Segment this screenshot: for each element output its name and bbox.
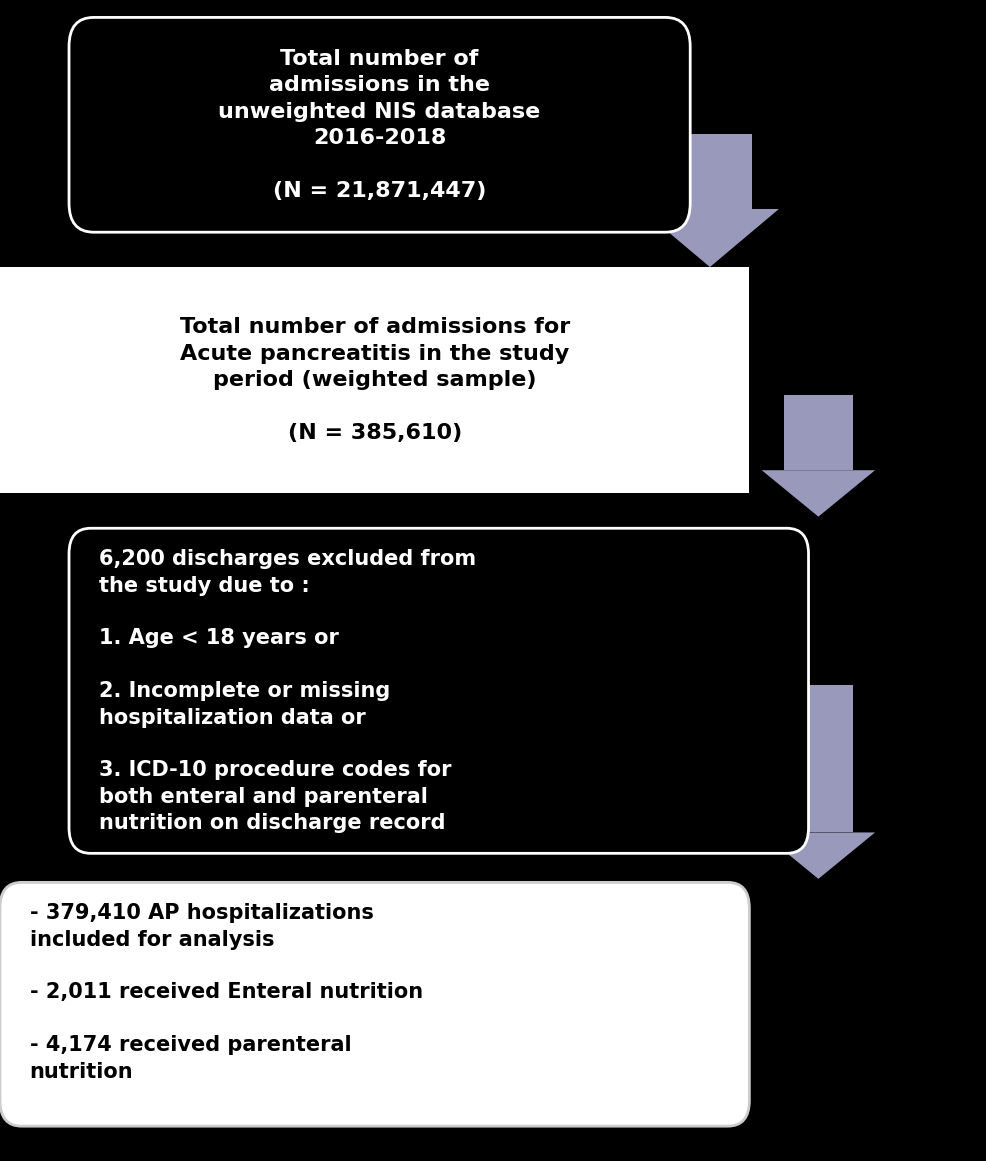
Text: Total number of admissions for
Acute pancreatitis in the study
period (weighted : Total number of admissions for Acute pan…: [179, 317, 570, 444]
Bar: [784, 685, 853, 832]
Bar: [784, 395, 853, 470]
Text: 6,200 discharges excluded from
the study due to :

1. Age < 18 years or

2. Inco: 6,200 discharges excluded from the study…: [99, 549, 475, 834]
Polygon shape: [641, 209, 779, 267]
Bar: [669, 134, 751, 209]
FancyBboxPatch shape: [0, 882, 749, 1126]
Text: Total number of
admissions in the
unweighted NIS database
2016-2018

(N = 21,871: Total number of admissions in the unweig…: [219, 49, 540, 201]
FancyBboxPatch shape: [69, 528, 809, 853]
Text: - 379,410 AP hospitalizations
included for analysis

- 2,011 received Enteral nu: - 379,410 AP hospitalizations included f…: [30, 903, 423, 1082]
Polygon shape: [761, 470, 876, 517]
Bar: [0, 267, 749, 493]
Polygon shape: [761, 832, 876, 879]
FancyBboxPatch shape: [69, 17, 690, 232]
